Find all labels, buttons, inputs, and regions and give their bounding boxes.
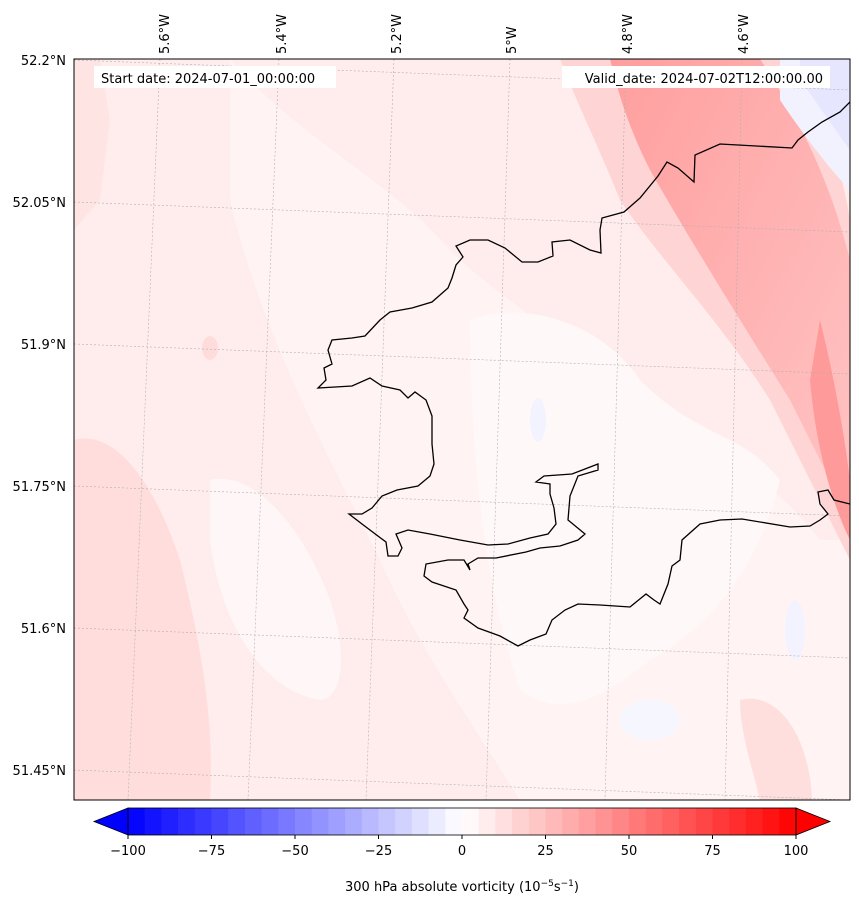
lat-label-51.6N: 51.6°N [21, 622, 66, 637]
meridian-4.8W [604, 59, 627, 800]
colorbar-cell [244, 808, 263, 835]
colorbar-extend-low [92, 807, 129, 836]
parallel-52.05N [74, 201, 850, 233]
colorbar-tick-label: 100 [784, 844, 809, 859]
colorbar-label: 300 hPa absolute vorticity (10−5s−1) [345, 879, 579, 895]
meridian-5W [485, 59, 511, 800]
colorbar-cell [528, 808, 546, 835]
valid-date-text: Valid_date: 2024-07-02T12:00:00.00 [585, 72, 823, 87]
colorbar-cell [762, 808, 780, 835]
colorbar-cell [645, 808, 663, 835]
colorbar-cell [562, 808, 580, 835]
colorbar-cell [311, 808, 329, 835]
lon-label-5.2W: 5.2°W [390, 14, 405, 54]
colorbar-cell [695, 808, 713, 835]
colorbar-tick-label: 50 [621, 844, 638, 859]
colorbar-cell [278, 808, 296, 835]
colorbar-cell [578, 808, 597, 835]
start-date-label: Start date: 2024-07-01_00:00:00 [94, 66, 336, 88]
valid-date-label: Valid_date: 2024-07-02T12:00:00.00 [562, 66, 830, 88]
colorbar-cell [228, 808, 246, 835]
colorbar-cell [745, 808, 764, 835]
parallel-51.6N [74, 627, 850, 659]
colorbar-cell [161, 808, 179, 835]
colorbar-cell [428, 808, 446, 835]
lat-label-52.05N: 52.05°N [13, 196, 66, 211]
colorbar-cell [712, 808, 730, 835]
longitude-labels: 5.6°W 5.4°W 5.2°W 5°W 4.8°W 4.6°W [158, 14, 752, 54]
lon-label-5.4W: 5.4°W [275, 14, 290, 54]
colorbar-cell [729, 808, 747, 835]
colorbar-cell [779, 808, 797, 835]
colorbar: −100 −75 −50 −25 0 25 50 75 100 300 hPa absolute… [92, 807, 832, 895]
colorbar-cell [662, 808, 680, 835]
colorbar-cell [595, 808, 613, 835]
meridian-4.6W [724, 59, 743, 800]
parallel-51.9N [74, 343, 850, 375]
meridian-5.2W [365, 59, 395, 800]
colorbar-cell [194, 808, 212, 835]
vorticity-field [74, 59, 850, 800]
parallel-51.75N [74, 485, 850, 517]
colorbar-cell [378, 808, 396, 835]
colorbar-cell [345, 808, 363, 835]
graticule [74, 59, 850, 800]
colorbar-cell [411, 808, 430, 835]
colorbar-extend-high [795, 807, 832, 836]
lon-label-5.6W: 5.6°W [158, 14, 173, 54]
parallel-52.2N [74, 59, 850, 91]
colorbar-cell [328, 808, 346, 835]
lat-label-51.75N: 51.75°N [13, 480, 66, 495]
colorbar-cell [629, 808, 647, 835]
parallel-51.45N [74, 769, 850, 800]
colorbar-tick-label: 75 [704, 844, 721, 859]
colorbar-tick-label: 0 [458, 844, 466, 859]
lat-label-52.2N: 52.2°N [21, 54, 66, 69]
colorbar-cell [478, 808, 496, 835]
colorbar-cell [445, 808, 463, 835]
map-border [73, 58, 851, 801]
lon-label-4.6W: 4.6°W [737, 14, 752, 54]
colorbar-cell [612, 808, 630, 835]
start-date-text: Start date: 2024-07-01_00:00:00 [101, 72, 315, 87]
lat-label-51.9N: 51.9°N [21, 338, 66, 353]
colorbar-tick-label: −75 [198, 844, 225, 859]
colorbar-cell [261, 808, 279, 835]
lon-label-4.8W: 4.8°W [621, 14, 636, 54]
colorbar-tick-label: −100 [110, 844, 146, 859]
colorbar-cell [211, 808, 229, 835]
colorbar-tick-label: 25 [537, 844, 554, 859]
colorbar-cell [295, 808, 313, 835]
coastline [316, 101, 850, 647]
colorbar-ticks: −100 −75 −50 −25 0 25 50 75 100 [110, 835, 808, 859]
colorbar-cells [128, 808, 797, 835]
colorbar-cell [395, 808, 413, 835]
lon-label-5W: 5°W [505, 26, 520, 54]
latitude-labels: 52.2°N 52.05°N 51.9°N 51.75°N 51.6°N 51.… [13, 54, 66, 779]
colorbar-cell [178, 808, 196, 835]
colorbar-cell [495, 808, 513, 835]
colorbar-cell [679, 808, 697, 835]
colorbar-tick-label: −50 [281, 844, 308, 859]
lat-label-51.45N: 51.45°N [13, 764, 66, 779]
colorbar-cell [462, 808, 480, 835]
colorbar-cell [144, 808, 162, 835]
colorbar-cell [361, 808, 379, 835]
colorbar-cell [128, 808, 146, 835]
colorbar-cell [545, 808, 563, 835]
colorbar-cell [512, 808, 530, 835]
colorbar-tick-label: −25 [365, 844, 392, 859]
